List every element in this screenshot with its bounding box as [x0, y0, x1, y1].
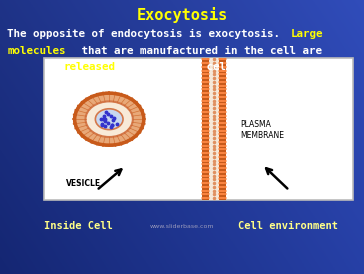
Circle shape: [86, 101, 133, 137]
Bar: [219, 58, 226, 200]
Text: PLASMA: PLASMA: [240, 120, 271, 129]
Text: The opposite of endocytosis is exocytosis.: The opposite of endocytosis is exocytosi…: [7, 29, 287, 39]
Text: Inside Cell: Inside Cell: [44, 221, 112, 231]
Text: Exocytosis: Exocytosis: [136, 7, 228, 23]
Bar: [202, 58, 209, 200]
Text: through the cell membrane.: through the cell membrane.: [122, 62, 297, 72]
Circle shape: [75, 93, 144, 145]
Text: MEMBRANE: MEMBRANE: [240, 131, 284, 140]
Bar: [44, 58, 353, 200]
Text: Large: Large: [291, 29, 324, 39]
Text: Cell environment: Cell environment: [238, 221, 337, 231]
Text: that are manufactured in the cell are: that are manufactured in the cell are: [75, 46, 322, 56]
Text: www.sliderbase.com: www.sliderbase.com: [150, 224, 214, 229]
Text: molecules: molecules: [7, 46, 66, 56]
Text: released: released: [64, 62, 116, 72]
Circle shape: [95, 109, 123, 130]
Text: VESICLE: VESICLE: [66, 179, 101, 188]
Bar: [209, 58, 219, 200]
